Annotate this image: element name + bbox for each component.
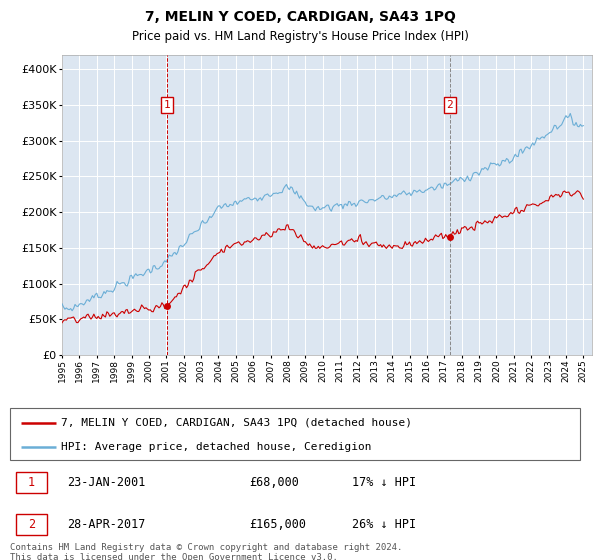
Text: 28-APR-2017: 28-APR-2017 [67,518,145,531]
Text: 7, MELIN Y COED, CARDIGAN, SA43 1PQ (detached house): 7, MELIN Y COED, CARDIGAN, SA43 1PQ (det… [61,418,412,428]
Text: 1: 1 [28,476,35,489]
Bar [16,514,47,535]
Text: £68,000: £68,000 [250,476,299,489]
Text: 1: 1 [164,100,170,110]
Text: 2: 2 [446,100,453,110]
Text: Price paid vs. HM Land Registry's House Price Index (HPI): Price paid vs. HM Land Registry's House … [131,30,469,43]
Text: 26% ↓ HPI: 26% ↓ HPI [352,518,416,531]
Text: HPI: Average price, detached house, Ceredigion: HPI: Average price, detached house, Cere… [61,442,372,452]
Text: 17% ↓ HPI: 17% ↓ HPI [352,476,416,489]
Text: 7, MELIN Y COED, CARDIGAN, SA43 1PQ: 7, MELIN Y COED, CARDIGAN, SA43 1PQ [145,10,455,24]
Bar [16,472,47,493]
Text: Contains HM Land Registry data © Crown copyright and database right 2024.
This d: Contains HM Land Registry data © Crown c… [10,543,403,560]
Text: 23-JAN-2001: 23-JAN-2001 [67,476,145,489]
Text: £165,000: £165,000 [250,518,307,531]
Text: 2: 2 [28,518,35,531]
